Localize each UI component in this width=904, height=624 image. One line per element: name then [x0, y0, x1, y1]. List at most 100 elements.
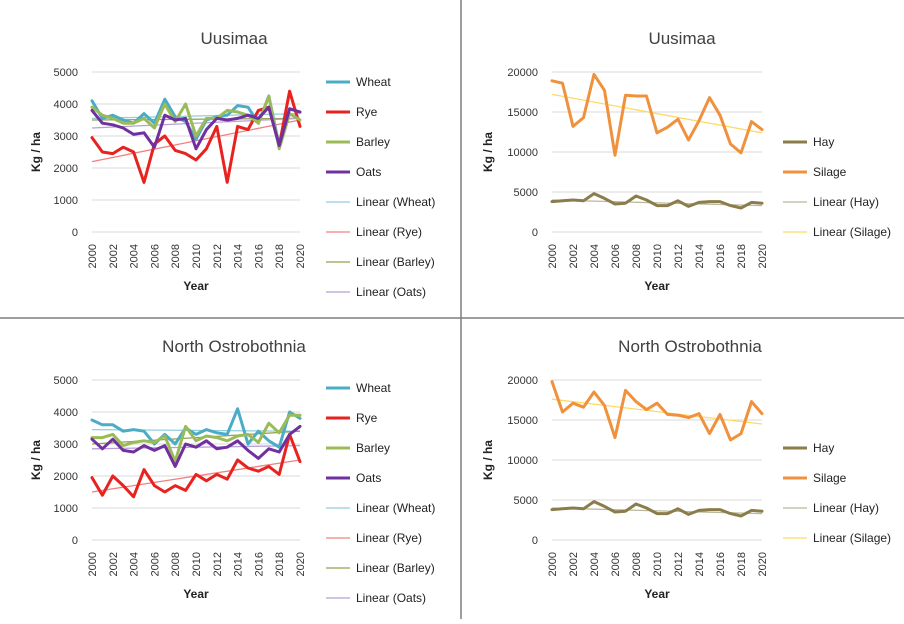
- y-tick-label: 5000: [54, 375, 78, 387]
- legend-label: Wheat: [356, 75, 391, 89]
- legend-label: Linear (Hay): [813, 501, 879, 515]
- x-tick-label: 2010: [191, 244, 203, 268]
- chart-title: Uusimaa: [200, 29, 268, 48]
- x-tick-label: 2008: [631, 244, 643, 268]
- legend-label: Linear (Rye): [356, 225, 422, 239]
- x-tick-label: 2018: [736, 244, 748, 268]
- chart-panel-3: North Ostrobothnia 0 1000 2000 3000 4000 5000 2…: [29, 337, 435, 605]
- series-line-barley: [90, 413, 302, 464]
- y-tick-label: 15000: [507, 415, 538, 427]
- legend-label: Hay: [813, 135, 834, 149]
- y-tick-label: 4000: [54, 99, 78, 111]
- x-tick-label: 2020: [757, 244, 769, 268]
- chart-panel-4: North Ostrobothnia 0 5000 10000 15000 20000 20…: [481, 337, 891, 601]
- x-tick-label: 2004: [129, 552, 141, 576]
- y-tick-label: 2000: [54, 163, 78, 175]
- y-axis-label: Kg / ha: [29, 132, 43, 172]
- y-tick-label: 0: [532, 535, 538, 547]
- legend-label: Linear (Silage): [813, 225, 891, 239]
- legend-label: Rye: [356, 105, 378, 119]
- x-tick-label: 2010: [652, 244, 664, 268]
- y-tick-label: 20000: [507, 375, 538, 387]
- y-tick-label: 5000: [514, 187, 538, 199]
- x-tick-label: 2002: [568, 552, 580, 576]
- x-tick-label: 2020: [295, 244, 307, 268]
- x-tick-label: 2004: [129, 244, 141, 268]
- x-tick-label: 2016: [253, 244, 265, 268]
- x-tick-label: 2006: [149, 244, 161, 268]
- y-tick-label: 5000: [514, 495, 538, 507]
- y-tick-label: 4000: [54, 407, 78, 419]
- legend-label: Silage: [813, 165, 847, 179]
- x-tick-label: 2014: [694, 244, 706, 268]
- y-tick-label: 10000: [507, 147, 538, 159]
- legend-label: Linear (Barley): [356, 255, 435, 269]
- legend-label: Rye: [356, 411, 378, 425]
- trendline-linear-wheat: [91, 112, 301, 120]
- x-tick-label: 2008: [631, 552, 643, 576]
- chart-title: North Ostrobothnia: [162, 337, 306, 356]
- legend-label: Linear (Wheat): [356, 501, 435, 515]
- legend-label: Linear (Silage): [813, 531, 891, 545]
- y-axis-label: Kg / ha: [481, 132, 495, 172]
- legend-label: Linear (Hay): [813, 195, 879, 209]
- y-tick-label: 10000: [507, 455, 538, 467]
- y-tick-label: 15000: [507, 107, 538, 119]
- x-tick-label: 2014: [694, 552, 706, 576]
- x-tick-label: 2012: [212, 552, 224, 576]
- y-tick-label: 0: [532, 227, 538, 239]
- x-tick-label: 2016: [715, 552, 727, 576]
- legend-label: Linear (Oats): [356, 591, 426, 605]
- chart-panel-2: Uusimaa 0 5000 10000 15000 20000 2000 2002 2004 2…: [481, 29, 891, 293]
- x-tick-label: 2002: [108, 552, 120, 576]
- trendline-linear-rye: [91, 119, 301, 163]
- x-tick-label: 2020: [295, 552, 307, 576]
- y-tick-label: 3000: [54, 131, 78, 143]
- x-tick-label: 2002: [108, 244, 120, 268]
- x-tick-label: 2000: [87, 552, 99, 576]
- y-tick-label: 1000: [54, 503, 78, 515]
- x-tick-label: 2018: [274, 244, 286, 268]
- legend-label: Oats: [356, 165, 381, 179]
- x-axis-label: Year: [644, 587, 670, 601]
- series-line-rye: [90, 432, 302, 499]
- x-tick-label: 2012: [212, 244, 224, 268]
- y-tick-label: 1000: [54, 195, 78, 207]
- y-tick-label: 0: [72, 227, 78, 239]
- x-tick-label: 2020: [757, 552, 769, 576]
- legend-label: Linear (Rye): [356, 531, 422, 545]
- x-tick-label: 2002: [568, 244, 580, 268]
- x-tick-label: 2010: [191, 552, 203, 576]
- y-axis-label: Kg / ha: [29, 440, 43, 480]
- series-line-hay: [550, 500, 764, 518]
- x-tick-label: 2000: [547, 552, 559, 576]
- series-line-silage: [550, 380, 764, 442]
- x-tick-label: 2018: [274, 552, 286, 576]
- x-tick-label: 2014: [233, 244, 245, 268]
- x-tick-label: 2010: [652, 552, 664, 576]
- x-tick-label: 2006: [610, 552, 622, 576]
- legend-label: Linear (Barley): [356, 561, 435, 575]
- x-tick-label: 2012: [673, 552, 685, 576]
- chart-title: Uusimaa: [648, 29, 716, 48]
- y-tick-label: 20000: [507, 67, 538, 79]
- x-tick-label: 2012: [673, 244, 685, 268]
- x-tick-label: 2000: [547, 244, 559, 268]
- x-tick-label: 2006: [610, 244, 622, 268]
- legend-label: Oats: [356, 471, 381, 485]
- series-line-hay: [550, 192, 764, 210]
- x-tick-label: 2008: [170, 552, 182, 576]
- legend-label: Linear (Oats): [356, 285, 426, 299]
- series-line-barley: [90, 94, 302, 151]
- trendline-linear-barley: [91, 430, 301, 445]
- x-tick-label: 2016: [715, 244, 727, 268]
- series-line-oats: [90, 105, 302, 151]
- x-tick-label: 2018: [736, 552, 748, 576]
- y-axis-label: Kg / ha: [481, 440, 495, 480]
- x-tick-label: 2004: [589, 244, 601, 268]
- legend-label: Wheat: [356, 381, 391, 395]
- series-line-wheat: [90, 407, 302, 449]
- y-tick-label: 2000: [54, 471, 78, 483]
